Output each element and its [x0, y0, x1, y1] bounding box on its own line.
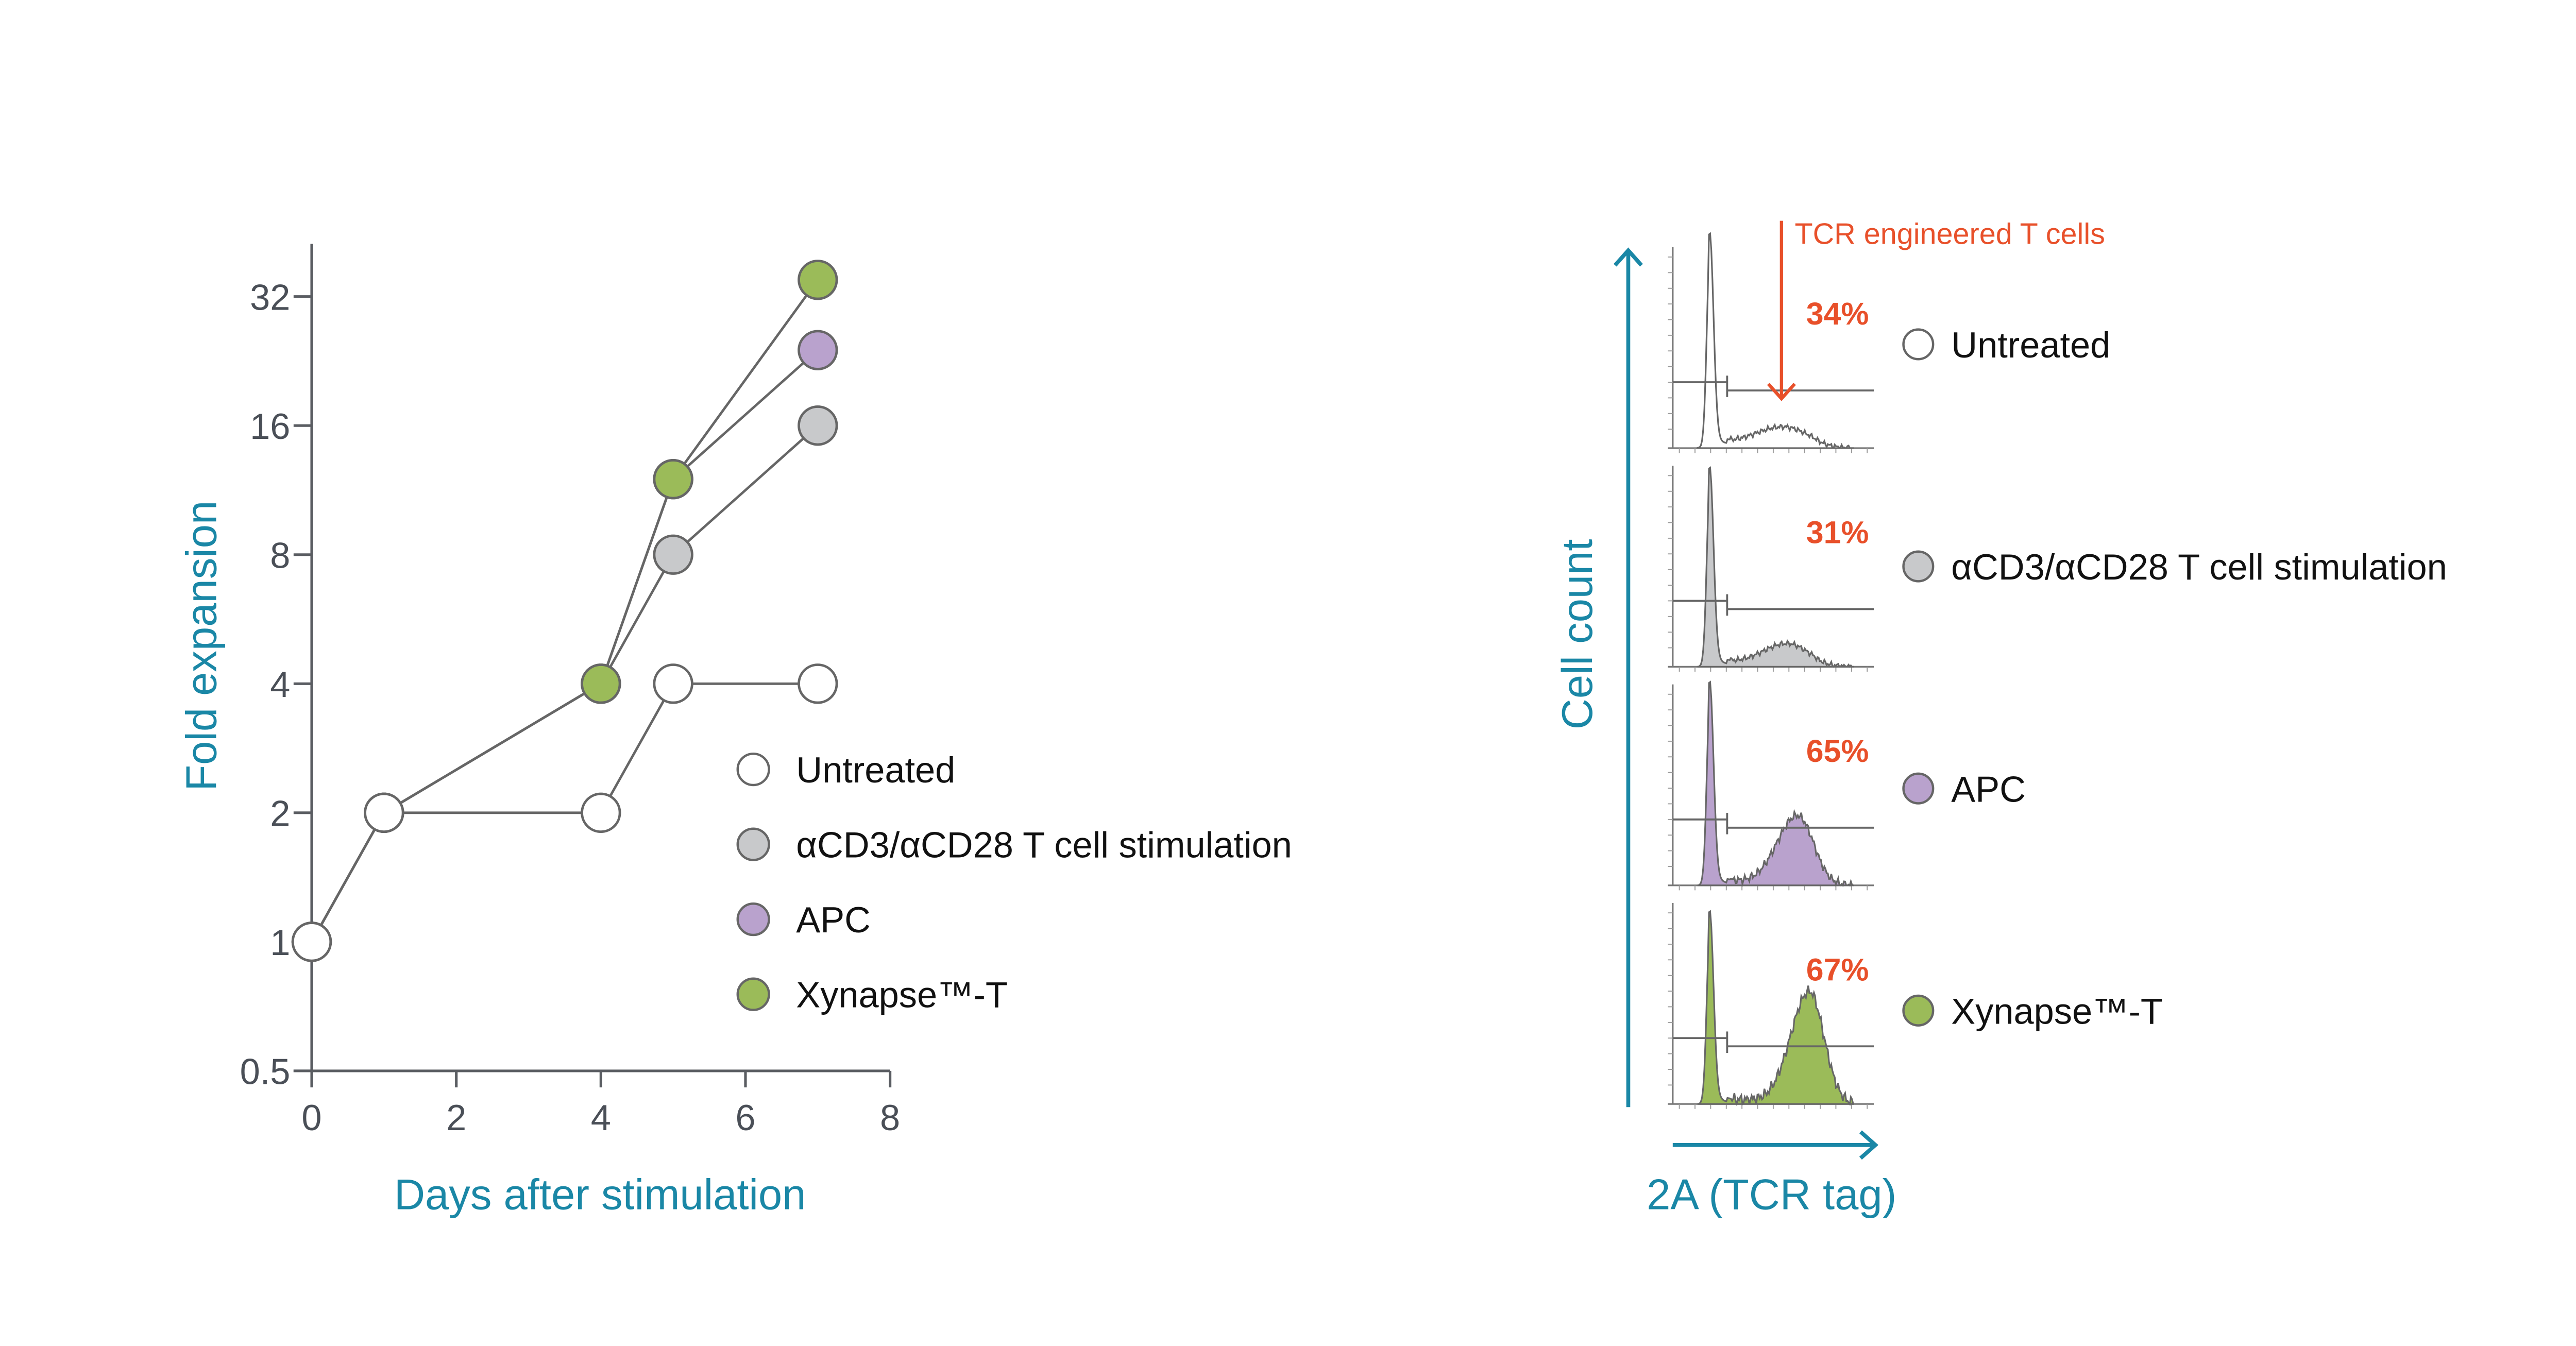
legend-marker — [1902, 550, 1935, 583]
data-point — [798, 260, 838, 300]
legend-label: Xynapse™-T — [796, 975, 1008, 1015]
histogram-curve — [1697, 466, 1854, 668]
legend-marker — [736, 752, 770, 787]
percent-label: 31% — [1806, 515, 1869, 550]
percent-label: 67% — [1806, 952, 1869, 987]
y-tick-label: 2 — [270, 793, 290, 833]
x-tick-label: 8 — [880, 1097, 900, 1138]
histogram-curve — [1697, 232, 1854, 450]
cell-count-arrowhead — [1613, 247, 1643, 267]
histogram-2: 65% APC — [1668, 680, 2026, 891]
legend-label: Untreated — [796, 749, 955, 790]
histogram-1: 31% αCD3/αCD28 T cell stimulation — [1668, 466, 2447, 672]
legend-label: αCD3/αCD28 T cell stimulation — [1951, 547, 2447, 587]
y-tick-label: 8 — [270, 535, 290, 575]
legend-label: Xynapse™-T — [1951, 991, 2163, 1031]
legend-label: APC — [1951, 769, 2026, 809]
histogram-curve — [1697, 680, 1854, 888]
y-axis-label: Fold expansion — [178, 501, 226, 791]
data-point — [364, 792, 404, 833]
y-tick-label: 16 — [250, 406, 290, 447]
annotation-label: TCR engineered T cells — [1794, 217, 2105, 250]
histogram-curve — [1697, 910, 1854, 1106]
tcr-tag-arrowhead — [1859, 1130, 1878, 1160]
data-point — [653, 663, 693, 704]
data-point — [653, 459, 693, 500]
histogram-0: 34% Untreated — [1668, 232, 2110, 453]
legend-marker — [1902, 772, 1935, 805]
legend-marker — [1902, 328, 1935, 361]
legend-marker — [736, 902, 770, 936]
percent-label: 65% — [1806, 734, 1869, 769]
cell-count-label: Cell count — [1553, 539, 1601, 729]
legend-marker — [736, 827, 770, 861]
histogram-panel: Cell count 2A (TCR tag) 34% Untreated 31% α… — [1553, 217, 2447, 1218]
x-tick-label: 4 — [591, 1097, 611, 1138]
percent-label: 34% — [1806, 296, 1869, 331]
legend-label: Untreated — [1951, 325, 2110, 365]
fold-expansion-chart: 0.5 1 2 4 8 16 32 0 2 4 6 8 Fold expansion Days af… — [178, 244, 1292, 1219]
annotation-arrowhead — [1767, 383, 1796, 401]
data-point — [798, 330, 838, 370]
x-tick-label: 0 — [301, 1097, 321, 1138]
x-tick-label: 6 — [735, 1097, 755, 1138]
x-axis-label: Days after stimulation — [394, 1171, 806, 1219]
histogram-3: 67% Xynapse™-T — [1668, 902, 2163, 1109]
legend-marker — [736, 977, 770, 1011]
data-point — [653, 534, 693, 575]
data-point — [291, 922, 332, 962]
legend-label: APC — [796, 899, 871, 940]
data-point — [798, 405, 838, 446]
data-point — [798, 663, 838, 704]
y-tick-label: 0.5 — [240, 1051, 291, 1092]
data-point — [581, 663, 621, 704]
legend-marker — [1902, 994, 1935, 1027]
y-tick-label: 1 — [270, 922, 290, 963]
y-tick-label: 32 — [250, 277, 290, 317]
tcr-tag-label: 2A (TCR tag) — [1647, 1171, 1896, 1219]
data-point — [581, 792, 621, 833]
legend-label: αCD3/αCD28 T cell stimulation — [796, 825, 1292, 865]
x-tick-label: 2 — [446, 1097, 466, 1138]
y-tick-label: 4 — [270, 664, 290, 705]
